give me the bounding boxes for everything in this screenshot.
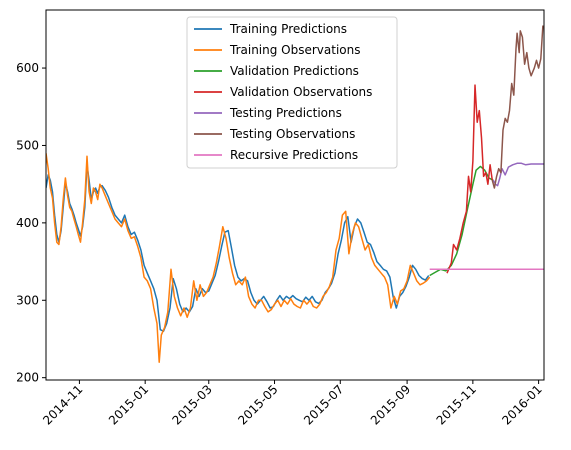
legend-entry: Testing Predictions <box>229 106 342 120</box>
plot-area <box>46 25 544 363</box>
series-line-1 <box>46 153 431 363</box>
y-tick-label: 400 <box>16 216 39 230</box>
y-tick-label: 600 <box>16 61 39 75</box>
legend-entry: Training Predictions <box>229 22 347 36</box>
y-tick-label: 200 <box>16 371 39 385</box>
x-tick-label: 2015-07 <box>301 382 346 427</box>
x-tick-label: 2015-05 <box>235 382 280 427</box>
legend-entry: Testing Observations <box>229 127 355 141</box>
series-line-5 <box>491 25 544 189</box>
legend-box <box>186 16 398 169</box>
series-line-2 <box>429 165 494 277</box>
x-tick-label: 2014-11 <box>40 382 85 427</box>
legend-entry: Recursive Predictions <box>230 148 358 162</box>
y-axis: 200 300 400 500 600 <box>16 61 46 385</box>
legend-entry: Validation Predictions <box>230 64 359 78</box>
legend: Training Predictions Training Observation… <box>186 16 398 169</box>
legend-entry: Training Observations <box>229 43 361 57</box>
axes-frame <box>45 9 545 381</box>
x-axis: 2014-11 2015-01 2015-03 2015-05 2015-07 2015-… <box>40 380 545 428</box>
x-tick-label: 2016-01 <box>499 382 544 427</box>
legend-entry: Validation Observations <box>230 85 372 99</box>
y-tick-label: 300 <box>16 293 39 307</box>
x-tick-label: 2015-01 <box>106 382 151 427</box>
y-tick-label: 500 <box>16 138 39 152</box>
x-tick-label: 2015-11 <box>434 382 479 427</box>
x-tick-label: 2015-03 <box>170 382 215 427</box>
series-line-3 <box>446 84 494 274</box>
series-line-4 <box>492 162 544 187</box>
x-tick-label: 2015-09 <box>368 382 413 427</box>
